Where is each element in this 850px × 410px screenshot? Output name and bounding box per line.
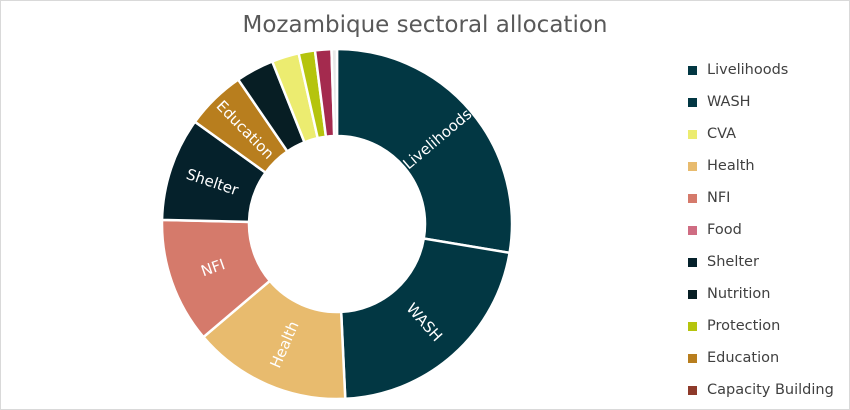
legend-label: Protection [707,318,781,334]
legend-swatch [688,129,697,139]
legend-item-health: Health [688,150,834,182]
legend-swatch [688,97,697,107]
legend-label: Nutrition [707,286,771,302]
legend-item-nutrition: Nutrition [688,278,834,310]
legend-swatch [688,289,697,299]
legend-label: Capacity Building [707,382,834,398]
slice-wash [339,237,512,401]
donut-slices [160,47,514,401]
legend-swatch [688,225,697,235]
legend-label: CVA [707,126,737,142]
legend-swatch [688,385,697,395]
legend-swatch [688,65,697,75]
legend-label: WASH [707,94,751,110]
legend-item-education: Education [688,342,834,374]
slice-segment-10 [330,47,339,138]
legend-label: Shelter [707,254,759,270]
slice-livelihoods [335,47,514,255]
legend-swatch [688,161,697,171]
legend-label: Food [707,222,742,238]
chart-legend: Livelihoods WASH CVA Health NFI Food Shelter Nu… [688,54,834,406]
legend-label: Health [707,158,755,174]
legend-swatch [688,353,697,363]
legend-item-livelihoods: Livelihoods [688,54,834,86]
legend-item-protection: Protection [688,310,834,342]
legend-item-shelter: Shelter [688,246,834,278]
legend-swatch [688,193,697,203]
legend-item-nfi: NFI [688,182,834,214]
legend-label: NFI [707,190,731,206]
legend-item-food: Food [688,214,834,246]
legend-swatch [688,321,697,331]
legend-label: Education [707,350,780,366]
legend-item-capacity-building: Capacity Building [688,374,834,406]
legend-item-cva: CVA [688,118,834,150]
legend-item-wash: WASH [688,86,834,118]
legend-swatch [688,257,697,267]
legend-label: Livelihoods [707,62,789,78]
chart-title: Mozambique sectoral allocation [242,12,608,38]
